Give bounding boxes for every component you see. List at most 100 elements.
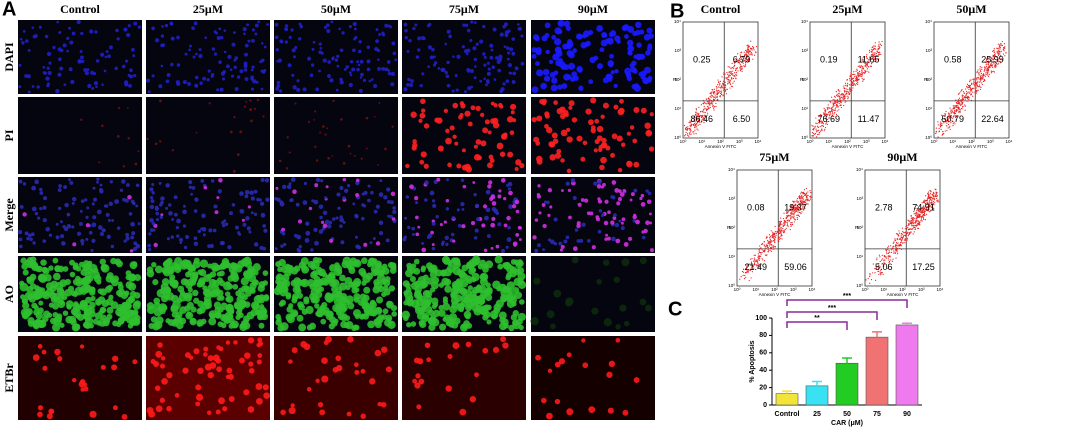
cell [549, 154, 556, 161]
cell [373, 84, 378, 88]
x-axis-label: Annexin V FITC [956, 144, 989, 149]
event [817, 119, 820, 121]
cell [227, 313, 234, 320]
cell [334, 58, 339, 62]
event [849, 88, 852, 90]
event [942, 131, 944, 133]
event [802, 191, 804, 193]
cell [307, 56, 312, 61]
cell [607, 210, 611, 215]
event [864, 65, 866, 68]
cell [58, 299, 64, 305]
cell [540, 82, 547, 90]
cell [391, 125, 394, 128]
cell [186, 301, 194, 309]
cell [339, 48, 344, 53]
event [850, 92, 852, 94]
event [976, 85, 978, 88]
event [844, 82, 847, 84]
cell [339, 80, 344, 85]
cell [593, 148, 598, 153]
cell [597, 63, 604, 70]
cell [225, 340, 231, 345]
event [981, 83, 984, 86]
event [699, 123, 701, 125]
event [727, 78, 729, 81]
event [948, 115, 950, 118]
event [875, 55, 877, 57]
cell [434, 61, 438, 65]
cell [483, 63, 487, 67]
cell [80, 238, 85, 244]
event [852, 73, 854, 76]
event [785, 212, 788, 214]
cell [355, 192, 360, 198]
cell [351, 325, 357, 332]
cell [177, 285, 185, 293]
y-tick: 10⁰ [925, 135, 932, 140]
cell [518, 238, 522, 242]
event [809, 196, 811, 198]
cell [307, 120, 310, 123]
cell [375, 28, 379, 32]
cell [320, 179, 324, 183]
cell [292, 85, 297, 90]
event [750, 258, 752, 260]
event [780, 217, 782, 219]
cell [159, 140, 162, 143]
event [957, 99, 959, 101]
cell [429, 55, 434, 60]
event [818, 121, 820, 124]
cell [130, 319, 136, 326]
event [735, 68, 737, 70]
event [770, 230, 772, 232]
cell [431, 199, 436, 203]
cell [250, 68, 254, 72]
event [709, 92, 711, 95]
cell [292, 189, 297, 195]
cell [648, 212, 652, 216]
cell [619, 304, 627, 312]
cell [368, 309, 376, 317]
cell [445, 207, 450, 211]
event [865, 279, 867, 281]
cell [554, 27, 562, 35]
event [686, 128, 689, 130]
cell [135, 243, 141, 249]
cell [429, 190, 435, 196]
cell [253, 269, 259, 276]
cell [632, 138, 638, 144]
cell [461, 224, 466, 229]
event [868, 51, 871, 53]
cell [249, 287, 256, 294]
cell [344, 315, 351, 321]
event [790, 222, 792, 224]
cell [71, 323, 80, 332]
event [834, 99, 836, 102]
cell [19, 205, 24, 209]
cell [500, 248, 506, 254]
cell [48, 233, 53, 237]
cell [297, 37, 302, 41]
event [831, 96, 833, 98]
cell [447, 162, 452, 168]
cell [543, 200, 548, 204]
event [789, 228, 791, 231]
cell [251, 38, 255, 43]
cell [194, 83, 199, 88]
cell [323, 25, 327, 29]
micrograph [402, 20, 526, 94]
event [888, 250, 890, 252]
cell [275, 48, 279, 52]
cell [483, 77, 486, 81]
cell [336, 310, 342, 316]
event [782, 225, 784, 228]
y-tick: 10² [674, 77, 681, 82]
event [801, 197, 803, 199]
cell [600, 114, 605, 119]
event [728, 74, 731, 76]
cell [464, 110, 471, 117]
cell [313, 119, 315, 121]
cell [174, 257, 183, 266]
cell [197, 300, 204, 308]
